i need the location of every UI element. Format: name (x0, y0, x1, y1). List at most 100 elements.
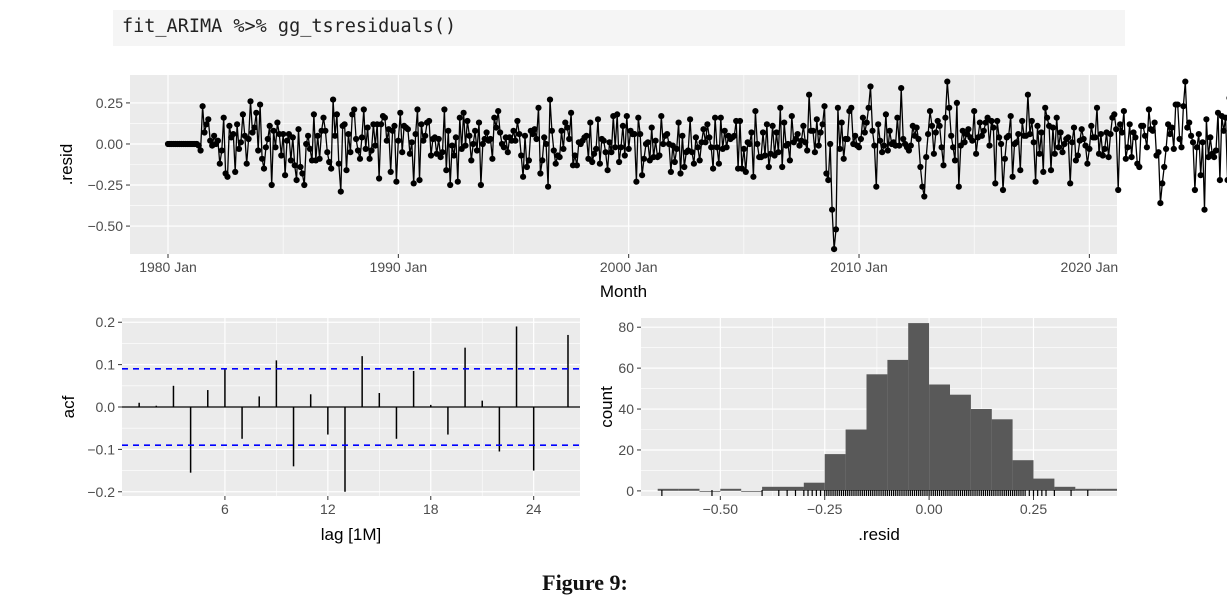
ts-data-point (266, 122, 273, 129)
ts-data-point (619, 122, 627, 129)
ts-data-point (1113, 126, 1120, 133)
ts-data-point (1024, 91, 1031, 98)
ts-data-point (303, 140, 310, 148)
ts-data-point (813, 116, 820, 123)
ts-data-point (535, 104, 542, 111)
ts-data-point (936, 122, 943, 129)
ts-data-point (857, 135, 865, 143)
ts-data-point (283, 137, 291, 144)
ts-data-point (948, 132, 955, 139)
ts-data-point (1180, 103, 1187, 110)
ts-data-point (681, 163, 688, 171)
ts-data-point (637, 131, 644, 138)
ts-data-point (216, 160, 223, 167)
ts-data-point (1013, 139, 1020, 146)
ts-data-point (426, 117, 433, 125)
ts-data-point (274, 119, 281, 126)
ts-data-point (616, 158, 623, 166)
ts-data-point (919, 183, 926, 190)
ts-data-point (921, 193, 928, 200)
ts-data-point (721, 127, 728, 134)
ts-data-point (859, 114, 867, 121)
ts-data-point (982, 119, 989, 126)
ts-data-point (562, 119, 569, 126)
ts-data-point (1015, 131, 1022, 138)
ts-data-point (518, 152, 525, 159)
ts-data-point (998, 140, 1005, 148)
ts-data-point (521, 132, 529, 139)
ts-data-point (779, 163, 786, 171)
ts-data-point (347, 149, 354, 156)
ts-data-point (1143, 144, 1150, 151)
ts-data-point (829, 206, 836, 213)
ts-data-point (1084, 160, 1091, 167)
ts-data-point (387, 168, 394, 175)
code-block: fit_ARIMA %>% gg_tsresiduals() (113, 10, 1125, 46)
ts-data-point (1105, 154, 1112, 161)
ts-data-point (617, 144, 625, 151)
ts-data-point (1051, 150, 1058, 157)
ts-data-point (746, 140, 753, 148)
ts-data-point (462, 142, 469, 149)
ts-data-point (473, 147, 481, 154)
ts-data-point (838, 119, 845, 126)
ts-data-point (410, 180, 417, 187)
ts-data-point (639, 172, 646, 179)
hist-bar (950, 394, 971, 491)
ts-data-point (587, 119, 594, 126)
ts-data-point (777, 104, 784, 111)
ts-data-point (625, 145, 632, 152)
ts-data-point (896, 142, 903, 149)
ts-data-point (243, 160, 250, 167)
ts-data-point (1111, 111, 1118, 118)
ts-data-point (602, 149, 609, 156)
code-text: fit_ARIMA %>% gg_tsresiduals() (122, 16, 457, 37)
hist-bar (1096, 488, 1117, 491)
ts-data-point (1186, 119, 1193, 126)
ts-data-point (520, 173, 527, 180)
ts-data-point (364, 124, 371, 131)
ts-data-point (230, 131, 237, 138)
ts-data-point (1166, 131, 1174, 138)
ts-data-point (673, 145, 680, 152)
hist-bar (657, 488, 679, 491)
ts-data-point (512, 137, 519, 144)
hist-bar (887, 359, 909, 491)
ts-data-point (761, 152, 769, 159)
ts-data-point (1216, 177, 1223, 184)
ts-data-point (1117, 121, 1124, 128)
ts-data-point (545, 183, 552, 190)
ts-data-point (690, 160, 698, 167)
ts-data-point (1067, 180, 1074, 187)
ts-data-point (1032, 178, 1039, 185)
hist-y-tick-label: 0 (626, 483, 634, 499)
ts-data-point (736, 117, 744, 125)
ts-data-point (1193, 144, 1200, 151)
ts-data-point (1053, 114, 1060, 121)
ts-data-point (608, 149, 615, 156)
ts-data-point (1155, 149, 1162, 156)
ts-data-point (539, 157, 546, 164)
ts-data-point (568, 109, 575, 116)
ts-data-point (700, 126, 707, 133)
ts-data-point (356, 155, 364, 162)
ts-data-point (965, 126, 972, 133)
ts-data-point (928, 122, 936, 129)
ts-data-point (477, 181, 484, 189)
ts-data-point (781, 119, 788, 126)
ts-data-point (848, 104, 855, 111)
ts-data-point (255, 147, 262, 154)
hist-y-tick-label: 80 (618, 319, 634, 335)
ts-y-tick-label: 0.25 (96, 95, 123, 111)
ts-y-tick-label: −0.25 (88, 177, 124, 193)
ts-data-point (806, 91, 813, 98)
ts-data-point (712, 114, 719, 121)
ts-data-point (1159, 180, 1166, 187)
ts-data-point (1188, 132, 1195, 139)
ts-data-point (1115, 186, 1122, 194)
ts-data-point (324, 149, 331, 156)
ts-data-point (635, 114, 642, 121)
ts-data-point (834, 104, 842, 111)
ts-x-tick-label: 1990 Jan (370, 259, 428, 275)
ts-data-point (414, 106, 421, 113)
